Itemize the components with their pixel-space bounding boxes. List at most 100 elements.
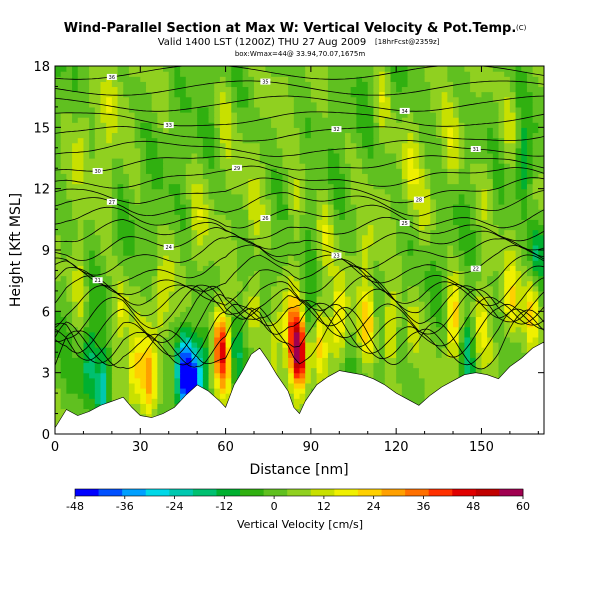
velocity-cell bbox=[225, 336, 232, 343]
velocity-cell bbox=[333, 321, 346, 328]
velocity-cell bbox=[191, 285, 221, 292]
velocity-cell bbox=[521, 163, 528, 169]
velocity-cell bbox=[515, 285, 534, 292]
velocity-cell bbox=[265, 183, 272, 190]
velocity-cell bbox=[356, 204, 392, 210]
velocity-cell bbox=[515, 117, 522, 123]
velocity-cell bbox=[379, 316, 386, 323]
chart-subtitle: Valid 1400 LST (1200Z) THU 27 Aug 2009 bbox=[158, 37, 367, 48]
velocity-cell bbox=[72, 285, 85, 292]
velocity-cell bbox=[504, 178, 517, 185]
velocity-cell bbox=[532, 280, 539, 287]
velocity-cell bbox=[424, 311, 431, 318]
velocity-cell bbox=[316, 362, 323, 369]
velocity-cell bbox=[373, 352, 380, 358]
velocity-cell bbox=[430, 219, 437, 226]
velocity-cell bbox=[259, 178, 266, 185]
velocity-cell bbox=[208, 209, 215, 215]
velocity-cell bbox=[447, 173, 460, 180]
velocity-cell bbox=[316, 204, 323, 210]
velocity-cell bbox=[384, 347, 397, 353]
velocity-cell bbox=[430, 178, 448, 185]
velocity-cell bbox=[418, 168, 426, 174]
velocity-cell bbox=[515, 178, 522, 185]
velocity-cell bbox=[77, 393, 90, 399]
velocity-cell bbox=[458, 306, 465, 312]
velocity-cell bbox=[157, 326, 170, 333]
velocity-cell bbox=[322, 214, 329, 220]
velocity-cell bbox=[174, 357, 181, 364]
velocity-cell bbox=[117, 66, 130, 72]
velocity-cell bbox=[276, 132, 301, 139]
velocity-cell bbox=[504, 270, 517, 277]
velocity-cell bbox=[94, 331, 107, 338]
velocity-cell bbox=[504, 265, 511, 272]
velocity-cell bbox=[106, 127, 119, 134]
velocity-cell bbox=[55, 117, 62, 123]
velocity-cell bbox=[407, 250, 414, 256]
velocity-cell bbox=[236, 112, 261, 118]
velocity-cell bbox=[350, 188, 386, 195]
velocity-cell bbox=[424, 76, 448, 82]
velocity-cell bbox=[453, 101, 460, 108]
velocity-cell bbox=[430, 234, 460, 241]
velocity-cell bbox=[77, 234, 85, 241]
velocity-cell bbox=[72, 270, 85, 277]
velocity-cell bbox=[526, 336, 534, 343]
velocity-cell bbox=[128, 382, 136, 389]
velocity-cell bbox=[145, 152, 158, 159]
velocity-cell bbox=[481, 275, 488, 282]
velocity-cell bbox=[72, 168, 85, 174]
velocity-cell bbox=[424, 285, 443, 292]
velocity-cell bbox=[532, 168, 544, 174]
velocity-cell bbox=[526, 127, 539, 134]
velocity-cell bbox=[339, 214, 346, 220]
velocity-cell bbox=[470, 331, 477, 338]
velocity-cell bbox=[174, 265, 187, 272]
velocity-cell bbox=[515, 71, 528, 77]
velocity-cell bbox=[55, 290, 67, 297]
velocity-cell bbox=[418, 137, 443, 144]
velocity-cell bbox=[424, 280, 443, 287]
velocity-cell bbox=[373, 321, 380, 328]
velocity-cell bbox=[83, 178, 113, 185]
velocity-cell bbox=[163, 316, 175, 323]
velocity-cell bbox=[356, 306, 363, 312]
velocity-cell bbox=[271, 301, 284, 307]
velocity-cell bbox=[248, 280, 261, 287]
velocity-cell bbox=[538, 331, 544, 338]
contour-label-bg bbox=[470, 145, 481, 152]
velocity-cell bbox=[504, 290, 511, 297]
velocity-cell bbox=[356, 234, 363, 241]
velocity-cell bbox=[77, 301, 85, 307]
velocity-cell bbox=[66, 280, 73, 287]
velocity-cell bbox=[128, 316, 136, 323]
velocity-cell bbox=[327, 101, 357, 108]
velocity-cell bbox=[504, 250, 517, 256]
velocity-cell bbox=[435, 224, 460, 231]
velocity-cell bbox=[299, 326, 306, 333]
velocity-cell bbox=[293, 321, 301, 328]
velocity-cell bbox=[259, 224, 272, 231]
velocity-cell bbox=[248, 296, 261, 302]
velocity-cell bbox=[94, 250, 102, 256]
velocity-cell bbox=[322, 362, 329, 369]
velocity-cell bbox=[117, 229, 136, 236]
velocity-cell bbox=[384, 142, 403, 149]
velocity-cell bbox=[236, 255, 289, 261]
velocity-cell bbox=[231, 71, 244, 77]
velocity-cell bbox=[475, 229, 483, 236]
velocity-cell bbox=[384, 367, 397, 374]
velocity-cell bbox=[94, 398, 102, 404]
velocity-cell bbox=[430, 86, 454, 93]
velocity-cell bbox=[55, 86, 73, 93]
velocity-cell bbox=[458, 132, 465, 139]
velocity-cell bbox=[208, 183, 227, 190]
velocity-cell bbox=[492, 183, 505, 190]
velocity-cell bbox=[299, 296, 306, 302]
velocity-cell bbox=[401, 398, 426, 404]
velocity-cell bbox=[106, 336, 113, 343]
velocity-cell bbox=[339, 347, 346, 353]
velocity-cell bbox=[305, 377, 312, 384]
velocity-cell bbox=[305, 178, 329, 185]
